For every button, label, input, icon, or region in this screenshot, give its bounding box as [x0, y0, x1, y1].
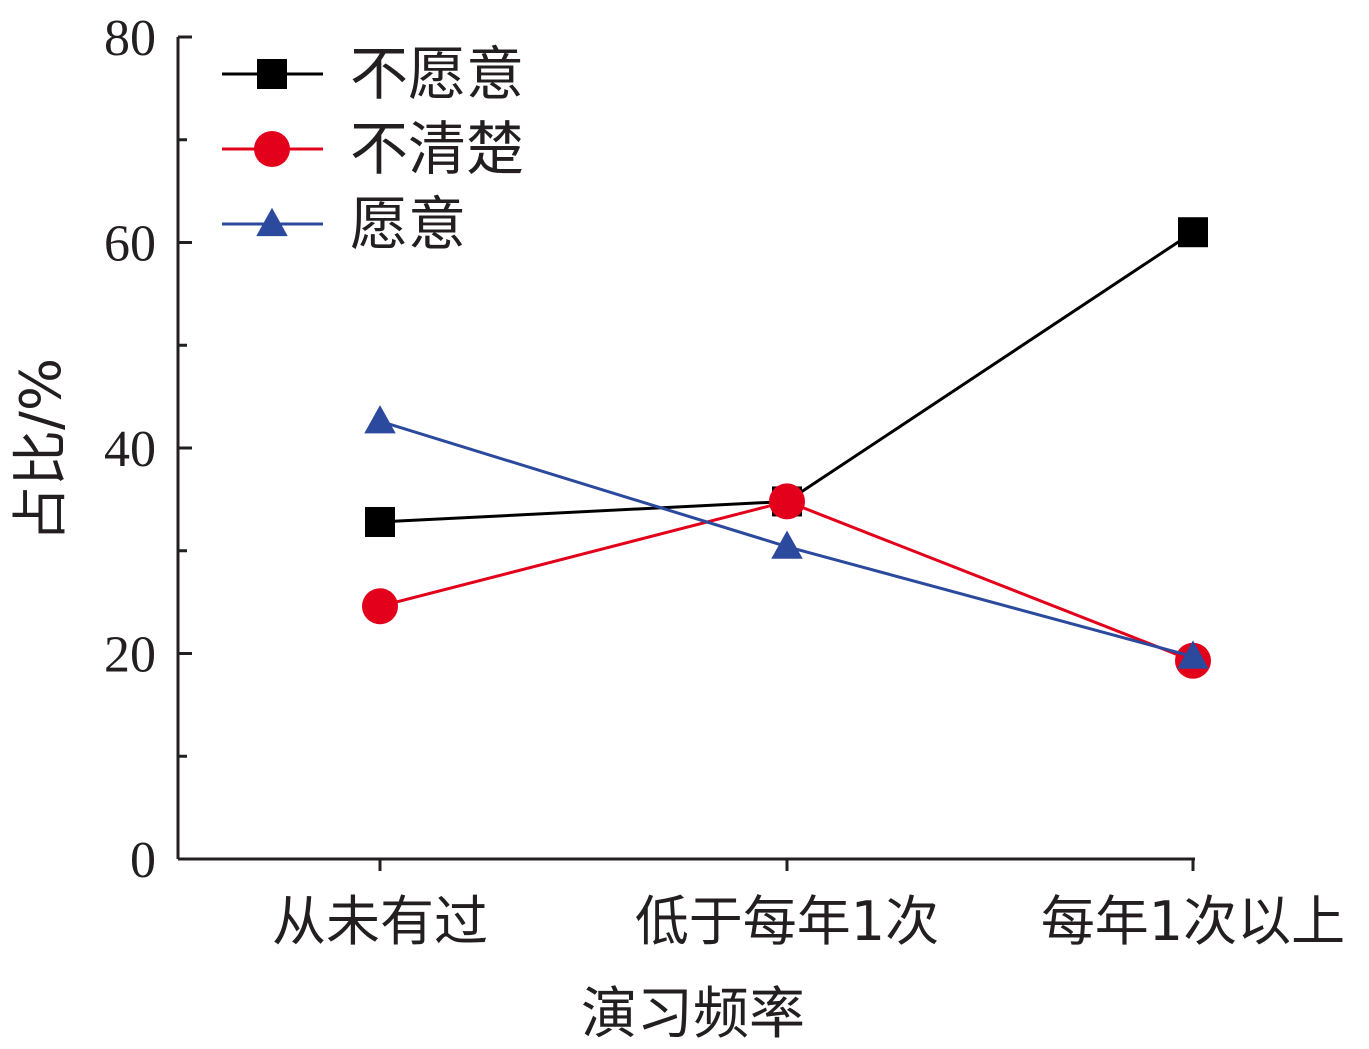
- legend-marker: [254, 131, 290, 167]
- y-tick-label: 20: [104, 627, 156, 684]
- legend-marker: [256, 207, 288, 237]
- x-axis-title: 演习频率: [581, 982, 805, 1047]
- y-tick-label: 0: [130, 832, 156, 889]
- series-2: [362, 483, 1211, 679]
- data-point: [1177, 640, 1209, 669]
- y-tick-label: 40: [104, 421, 156, 478]
- data-point: [365, 506, 395, 537]
- axes: 0 20 40 60 80 从未有过 低于每年1次 每年1次以上: [104, 10, 1345, 953]
- x-tick-label: 低于每年1次: [635, 890, 939, 953]
- legend-marker: [257, 59, 287, 89]
- y-tick-label: 80: [104, 10, 156, 67]
- data-point: [362, 588, 398, 625]
- legend-label: 不愿意: [350, 40, 524, 108]
- series-3: [364, 405, 1209, 669]
- data-point: [1178, 217, 1208, 248]
- legend-label: 不清楚: [350, 115, 524, 183]
- x-tick-label: 从未有过: [272, 890, 488, 953]
- x-tick-label: 每年1次以上: [1041, 890, 1345, 953]
- series-line: [379, 230, 1194, 524]
- y-axis-title: 占比/%: [9, 358, 74, 542]
- series-layer: [362, 217, 1211, 679]
- series-line: [379, 499, 1194, 663]
- legend-label: 愿意: [350, 190, 466, 258]
- data-point: [771, 530, 803, 559]
- data-point: [364, 405, 396, 434]
- y-tick-label: 60: [104, 216, 156, 273]
- data-point: [769, 483, 805, 520]
